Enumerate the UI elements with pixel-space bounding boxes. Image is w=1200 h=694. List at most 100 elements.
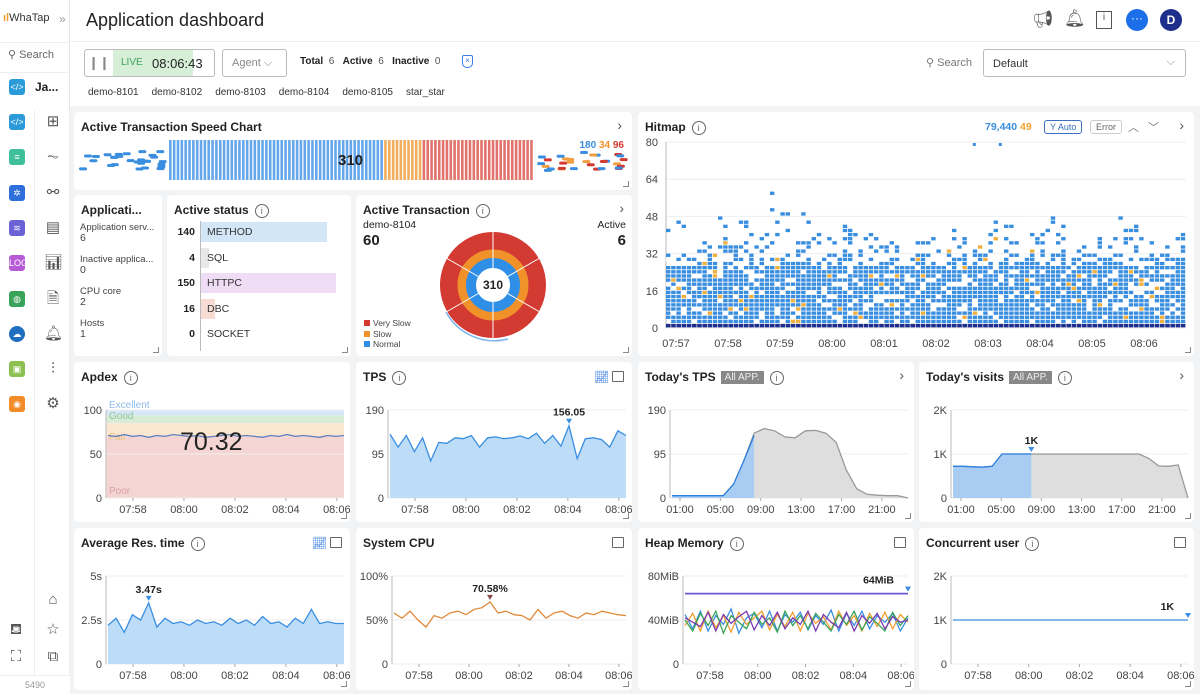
sidebar-search[interactable]: ⚲ Search [8, 49, 54, 61]
info-icon[interactable]: i [254, 203, 269, 218]
info-icon[interactable]: i [392, 370, 407, 385]
hit-cell [1014, 241, 1019, 245]
resize-handle[interactable] [341, 513, 347, 519]
hit-cell [671, 278, 676, 282]
chevron-right-icon[interactable]: › [619, 200, 624, 216]
resize-handle[interactable] [1185, 681, 1191, 687]
bar-chart-icon[interactable]: 📊︎ [44, 254, 64, 272]
browser-icon[interactable]: ▣ [9, 361, 25, 378]
status-label[interactable]: SOCKET [207, 328, 251, 340]
chevron-right-icon[interactable]: › [617, 117, 622, 133]
collapse-sidebar-button[interactable]: » [59, 12, 66, 26]
agent-tab[interactable]: demo-8104 [278, 87, 330, 98]
log-icon[interactable]: ▤ [45, 218, 61, 236]
cloud-icon[interactable]: ☁ [9, 325, 25, 342]
chart-mode-icon[interactable] [894, 537, 906, 548]
chart-icon[interactable]: ⏦ [46, 148, 60, 166]
fullscreen-icon[interactable]: ⛶ [10, 648, 22, 665]
legend-item[interactable]: Normal [364, 339, 411, 350]
resize-handle[interactable] [341, 681, 347, 687]
agent-tab[interactable]: star_star [405, 87, 445, 98]
chart-settings-icon[interactable]: ⫶ [51, 360, 55, 378]
chart-mode-icon[interactable] [1174, 537, 1186, 548]
agent-dropdown[interactable]: Agent ⌵ [222, 49, 287, 77]
agent-tab[interactable]: demo-8102 [151, 87, 203, 98]
kubernetes-icon[interactable]: ✲ [9, 184, 25, 201]
code-icon[interactable]: </> [9, 114, 25, 130]
avatar[interactable]: D [1160, 9, 1182, 31]
resize-handle[interactable] [342, 347, 348, 353]
chevron-right-icon[interactable]: › [1179, 367, 1184, 383]
chart-mode-icon[interactable] [612, 371, 624, 382]
chevron-up-icon[interactable]: ︿ [1128, 122, 1139, 134]
info-icon[interactable]: i [190, 536, 205, 551]
resize-handle[interactable] [623, 681, 629, 687]
agent-tab[interactable]: demo-8105 [342, 87, 393, 98]
chart-mode-icon[interactable] [612, 537, 624, 548]
resize-handle[interactable] [623, 181, 629, 187]
resize-handle[interactable] [623, 347, 629, 353]
info-icon[interactable]: i [123, 370, 138, 385]
line-chart-toggle-icon[interactable]: 📈︎ [312, 536, 328, 550]
topology-icon[interactable]: ⚯ [46, 183, 60, 201]
panel-search-icon[interactable]: ⧉ [47, 648, 59, 665]
hit-cell [1076, 257, 1082, 262]
globe-icon[interactable]: ◍ [9, 290, 25, 307]
info-icon[interactable]: i [691, 120, 706, 135]
whatap-logo[interactable]: ılWhaTap [3, 12, 50, 24]
resize-handle[interactable] [905, 681, 911, 687]
legend-item[interactable]: Very Slow [364, 318, 411, 329]
hit-cell [905, 323, 910, 328]
hit-cell [868, 290, 874, 295]
chevron-right-icon[interactable]: › [1179, 117, 1184, 133]
paint-bucket-icon[interactable]: ⛾ [9, 621, 23, 638]
status-label[interactable]: HTTPC [207, 277, 242, 289]
info-icon[interactable]: i [1057, 370, 1072, 385]
hit-cell [697, 274, 702, 278]
chevron-down-icon[interactable]: ﹀ [1148, 122, 1159, 134]
info-icon[interactable]: i [729, 536, 744, 551]
resize-handle[interactable] [1185, 513, 1191, 519]
y-auto-button[interactable]: Y Auto [1044, 120, 1083, 134]
chat-icon[interactable]: ··· [1126, 9, 1148, 31]
megaphone-icon[interactable]: 📢︎ [1032, 10, 1054, 29]
server-icon[interactable]: ≡ [9, 149, 25, 166]
project-selector[interactable]: Ja... [35, 80, 59, 94]
info-icon[interactable]: i [769, 370, 784, 385]
agent-tab[interactable]: demo-8101 [88, 87, 139, 98]
panel-title: Applicati... [81, 203, 142, 217]
info-icon[interactable]: i [475, 203, 490, 218]
bell-icon[interactable]: 🔔︎ [44, 324, 64, 342]
chevron-right-icon[interactable]: › [899, 367, 904, 383]
pause-button[interactable]: ❙❙ [88, 55, 110, 70]
hit-cell [842, 237, 848, 241]
status-label[interactable]: SQL [207, 251, 229, 264]
line-chart-toggle-icon[interactable]: 📈︎ [594, 370, 610, 384]
error-toggle[interactable]: Error [1090, 120, 1122, 134]
resize-handle[interactable] [153, 347, 159, 353]
resize-handle[interactable] [905, 513, 911, 519]
dashboard-search[interactable]: ⚲ Search [926, 57, 972, 69]
bell-icon[interactable]: 🔔︎ [1064, 9, 1086, 28]
resize-handle[interactable] [1185, 347, 1191, 353]
radio-icon[interactable]: ◉ [9, 396, 25, 413]
status-label[interactable]: METHOD [207, 226, 253, 238]
legend-item[interactable]: Slow [364, 329, 411, 340]
document-icon[interactable]: 🗎 [46, 289, 60, 307]
log-icon[interactable]: LOG [9, 255, 28, 272]
hit-cell [894, 286, 900, 290]
resize-handle[interactable] [623, 513, 629, 519]
gear-icon[interactable]: ⚙ [46, 395, 60, 413]
database-icon[interactable]: ≋ [9, 219, 25, 236]
home-icon[interactable]: ⌂ [48, 591, 58, 608]
info-icon[interactable]: i [1025, 536, 1040, 551]
chart-mode-icon[interactable] [330, 537, 342, 548]
hit-cell [848, 315, 853, 319]
star-icon[interactable]: ☆ [46, 621, 60, 638]
shield-filter-icon[interactable]: × [462, 55, 473, 68]
agent-tab[interactable]: demo-8103 [215, 87, 266, 98]
release-notes-icon[interactable]: i [1096, 11, 1112, 29]
dashboard-icon[interactable]: ⊞ [46, 113, 60, 130]
status-label[interactable]: DBC [207, 302, 230, 315]
preset-select[interactable]: Default ⌵ [983, 49, 1186, 77]
